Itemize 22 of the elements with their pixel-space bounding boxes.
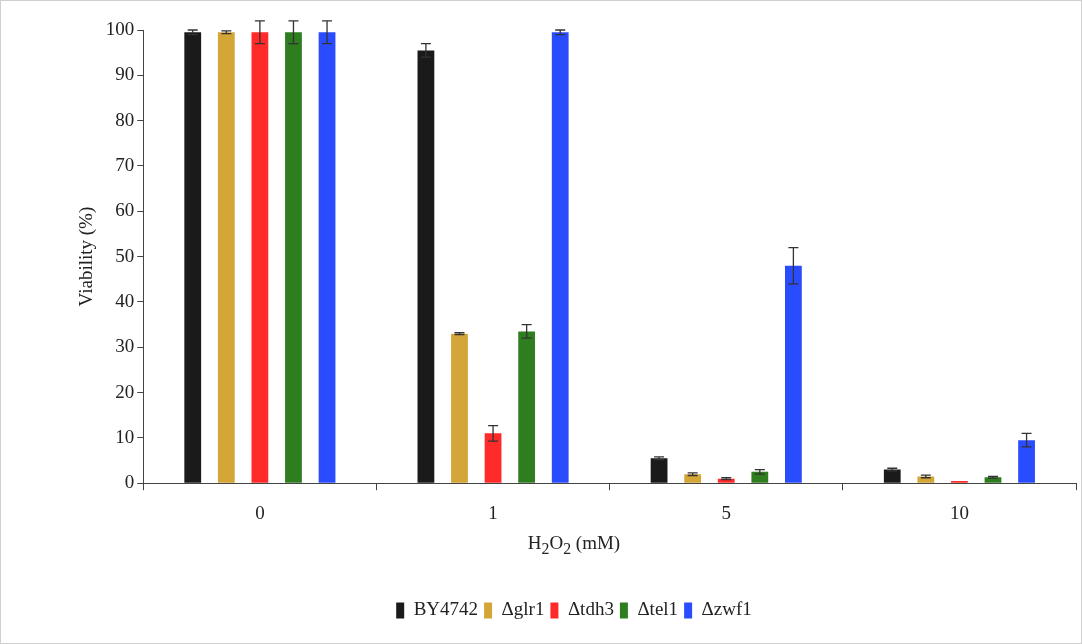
legend-label: Δtdh3 [567, 598, 614, 620]
y-axis-title: Viability (%) [75, 206, 98, 307]
x-tick-label: 10 [949, 501, 969, 523]
y-tick-label: 80 [115, 108, 135, 130]
y-tick-label: 0 [124, 471, 135, 493]
y-tick-label: 60 [115, 199, 135, 221]
y-tick-label: 20 [115, 380, 135, 402]
legend-label: Δzwf1 [701, 598, 752, 620]
legend-label: BY4742 [413, 598, 479, 620]
y-tick-label: 10 [115, 425, 135, 447]
y-tick-label: 50 [115, 244, 135, 266]
y-tick-label: 100 [105, 17, 135, 39]
x-tick-label: 0 [255, 501, 265, 523]
legend-label: Δglr1 [501, 598, 545, 620]
y-tick-label: 70 [115, 153, 135, 175]
y-tick-label: 90 [115, 63, 135, 85]
y-tick-label: 40 [115, 289, 135, 311]
x-tick-label: 1 [488, 501, 498, 523]
x-axis-title: H$_{2}$O$_{2}$ (mM) [526, 532, 622, 558]
x-tick-label: 5 [721, 501, 731, 523]
y-tick-label: 30 [115, 335, 135, 357]
legend-label: Δtel1 [637, 598, 679, 620]
